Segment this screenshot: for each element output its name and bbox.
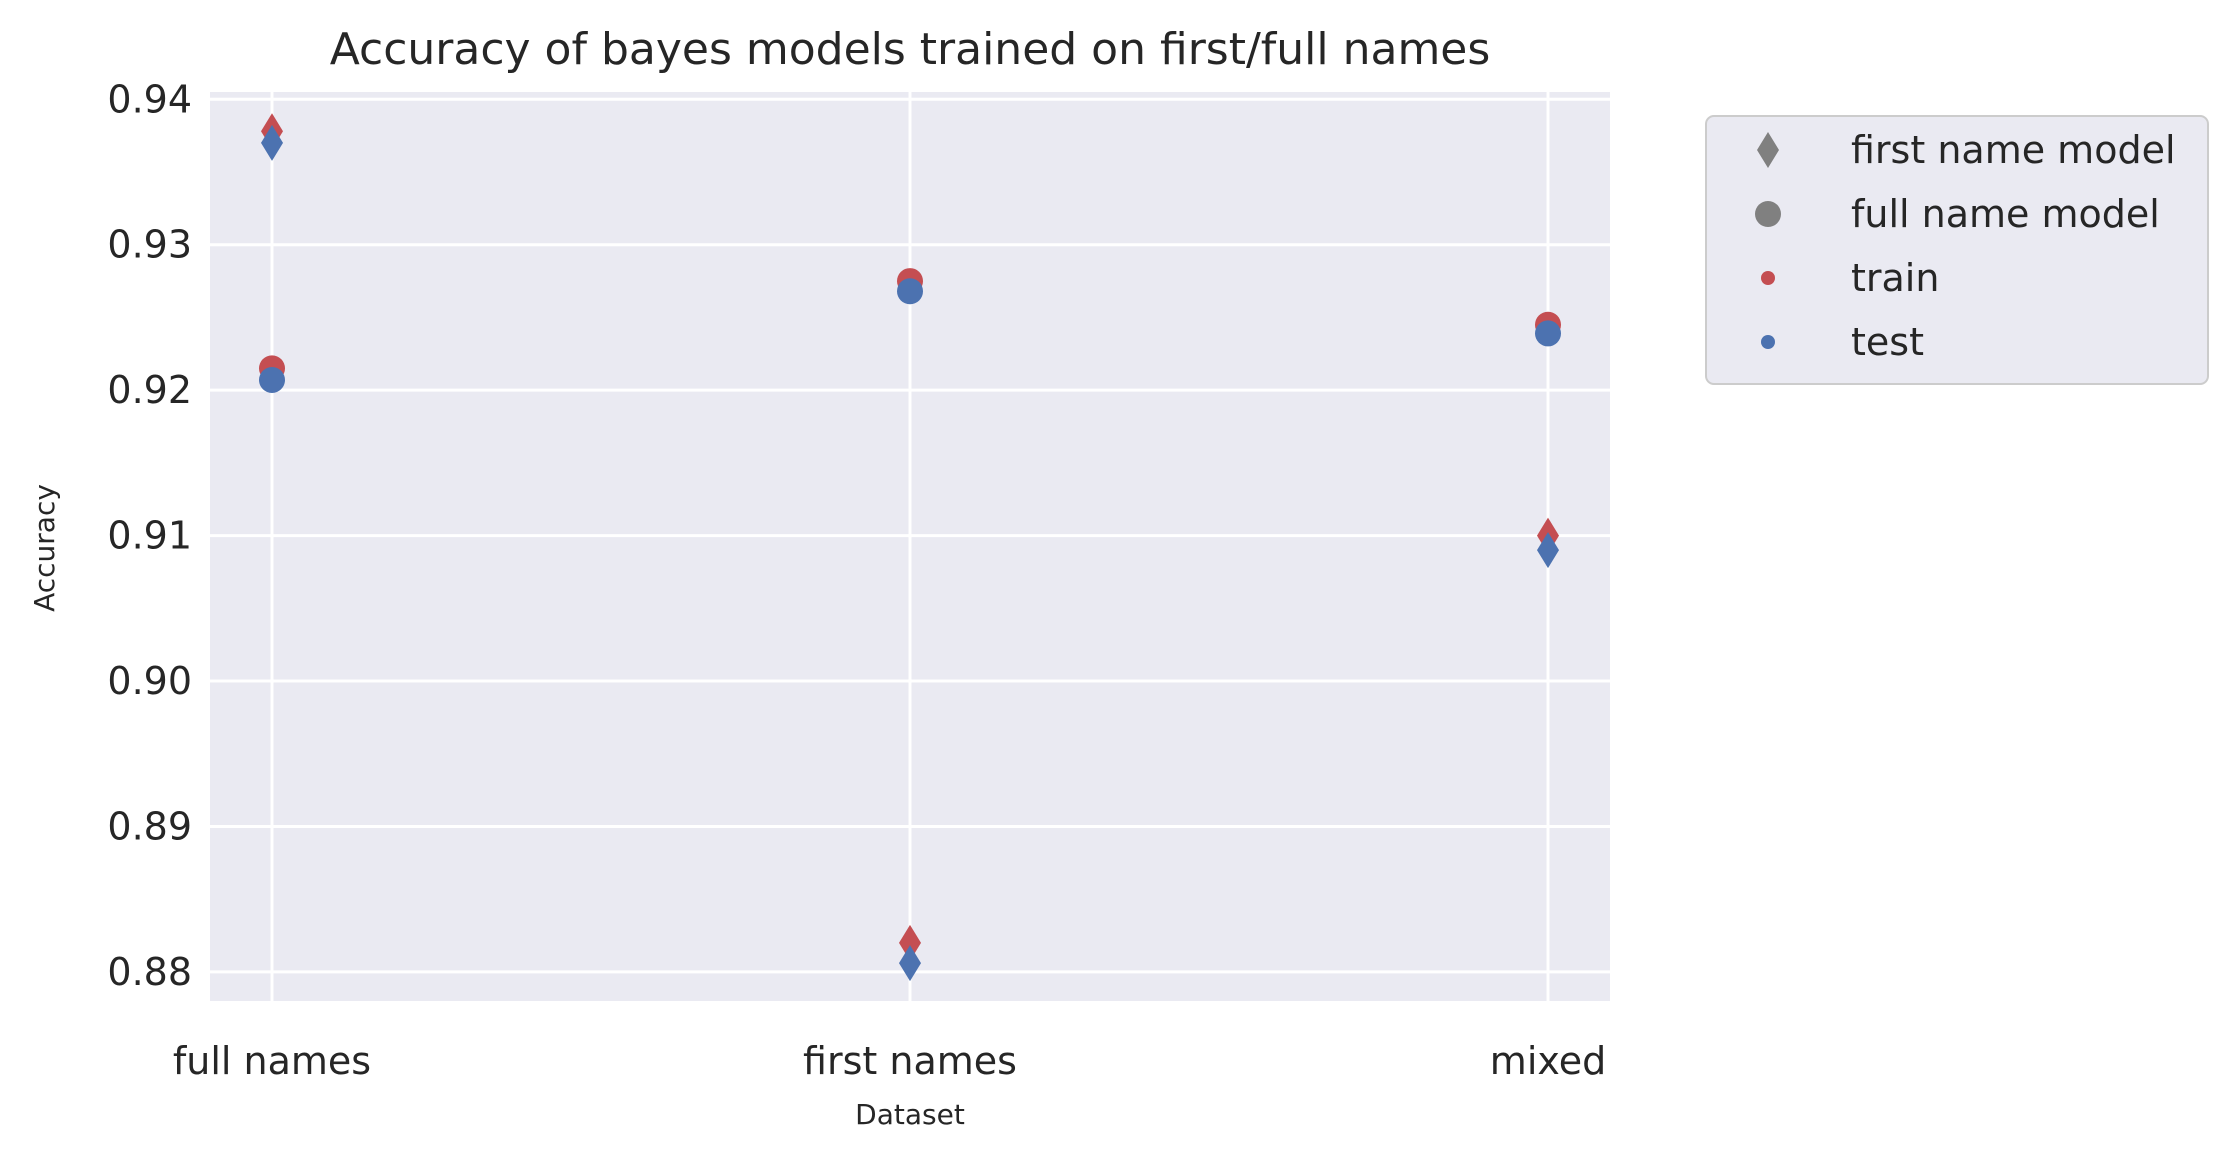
legend-label: test <box>1851 320 1924 364</box>
y-tick-label: 0.94 <box>107 77 192 121</box>
y-tick-label: 0.89 <box>107 804 192 848</box>
point-test-first-name-model <box>261 124 283 161</box>
point-test-full-name-model <box>897 278 923 305</box>
legend-box <box>1705 115 2209 385</box>
x-axis-label: Dataset <box>855 1098 965 1131</box>
chart-title: Accuracy of bayes models trained on firs… <box>330 24 1491 75</box>
y-tick-label: 0.90 <box>107 659 192 703</box>
legend: first name model full name model train test <box>1705 115 2209 385</box>
x-tick-label: full names <box>173 1039 371 1083</box>
x-tick-label: mixed <box>1490 1039 1606 1083</box>
y-tick-labels: 0.88 0.89 0.90 0.91 0.92 0.93 0.94 <box>107 77 192 994</box>
point-test-full-name-model <box>1535 320 1561 347</box>
legend-label: first name model <box>1851 128 2176 172</box>
point-test-first-name-model <box>899 945 921 982</box>
point-test-full-name-model <box>259 366 285 393</box>
legend-items: first name model full name model train test <box>1755 128 2176 364</box>
x-tick-label: first names <box>803 1039 1017 1083</box>
point-test-first-name-model <box>1537 532 1559 569</box>
legend-marker-diamond <box>1757 132 1779 168</box>
y-tick-label: 0.93 <box>107 223 192 267</box>
legend-marker-dot <box>1761 335 1775 349</box>
x-tick-labels: full names first names mixed <box>173 1039 1606 1083</box>
y-axis-label: Accuracy <box>28 484 61 612</box>
legend-label: train <box>1851 256 1939 300</box>
y-tick-label: 0.92 <box>107 368 192 412</box>
legend-marker-circle <box>1755 201 1781 227</box>
y-tick-label: 0.91 <box>107 514 192 558</box>
data-points <box>259 113 1561 982</box>
legend-marker-dot <box>1761 271 1775 285</box>
legend-label: full name model <box>1851 192 2160 236</box>
point-train-first-name-model <box>899 924 921 961</box>
y-tick-label: 0.88 <box>107 950 192 994</box>
